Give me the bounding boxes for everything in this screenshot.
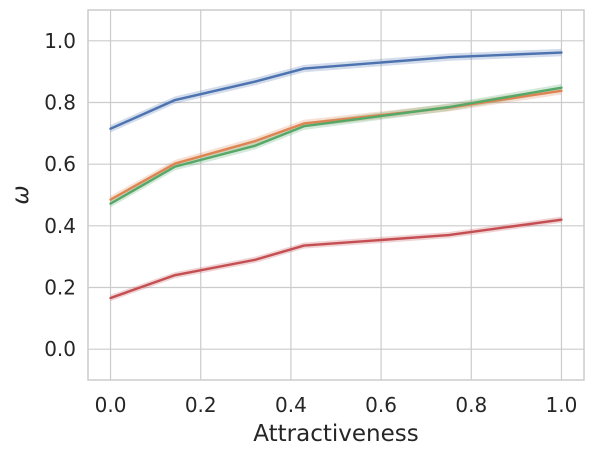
plot-frame [87,9,585,381]
series-4-confidence-band [110,216,562,302]
confidence-bands [110,48,562,302]
series-lines [109,51,563,300]
y-tick-label: 0.8 [44,91,76,115]
y-tick-label: 0.0 [44,337,76,361]
y-tick-label: 0.2 [44,276,76,300]
y-tick-label: 0.4 [44,214,76,238]
series-2-line [109,89,563,201]
x-tick-labels: 0.0 0.2 0.4 0.6 0.8 1.0 [95,393,578,417]
series-4-line [109,218,563,300]
x-axis-label: Attractiveness [253,421,418,447]
x-tick-label: 0.0 [95,393,127,417]
series-1-line [109,51,563,130]
series-2-confidence-band [110,87,562,204]
series-3-line [109,86,563,205]
y-tick-label: 0.6 [44,152,76,176]
y-tick-labels: 0.0 0.2 0.4 0.6 0.8 1.0 [44,29,76,361]
x-tick-label: 0.8 [455,393,487,417]
x-tick-label: 1.0 [546,393,578,417]
x-tick-label: 0.2 [185,393,217,417]
x-tick-label: 0.4 [275,393,307,417]
y-axis-label: ω [8,185,34,204]
y-tick-label: 1.0 [44,29,76,53]
x-tick-label: 0.6 [365,393,397,417]
